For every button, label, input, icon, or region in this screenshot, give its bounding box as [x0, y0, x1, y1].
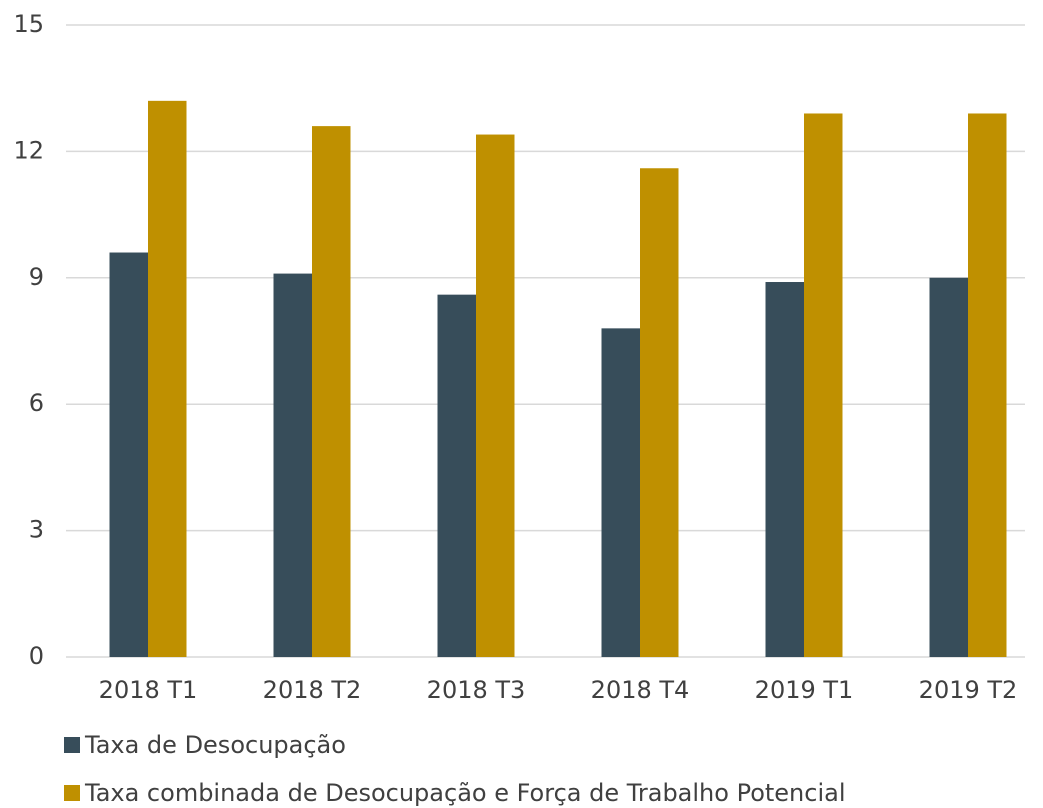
y-tick-label: 6 — [29, 389, 44, 417]
bar — [109, 252, 148, 657]
bar — [765, 282, 804, 657]
y-tick-label: 15 — [13, 10, 44, 38]
y-tick-label: 3 — [29, 516, 44, 544]
bar — [601, 328, 640, 657]
x-tick-label: 2018 T1 — [99, 676, 198, 704]
bar — [640, 168, 679, 657]
bar — [273, 273, 312, 657]
bar — [312, 126, 351, 658]
x-tick-label: 2018 T4 — [591, 676, 690, 704]
bar — [437, 294, 476, 657]
legend-swatch — [64, 785, 80, 801]
legend-swatch — [64, 737, 80, 753]
x-tick-label: 2019 T2 — [919, 676, 1018, 704]
bar — [148, 100, 187, 658]
x-tick-label: 2018 T3 — [427, 676, 526, 704]
bar — [804, 113, 843, 658]
x-tick-label: 2018 T2 — [263, 676, 362, 704]
y-tick-label: 12 — [13, 136, 44, 164]
bar — [929, 277, 968, 657]
legend-label: Taxa de Desocupação — [84, 731, 346, 759]
bar — [968, 113, 1007, 658]
y-tick-label: 9 — [29, 263, 44, 291]
y-tick-label: 0 — [29, 642, 44, 670]
legend-label: Taxa combinada de Desocupação e Força de… — [84, 779, 846, 807]
x-tick-label: 2019 T1 — [755, 676, 854, 704]
bar — [476, 134, 515, 658]
